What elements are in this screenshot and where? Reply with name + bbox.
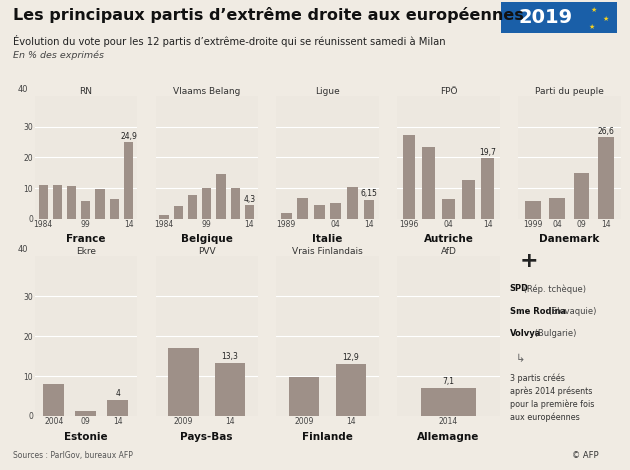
Bar (216, 174, 226, 219)
Text: 12,9: 12,9 (343, 353, 359, 362)
Bar (421, 388, 476, 416)
Bar (364, 200, 374, 219)
Bar (462, 180, 474, 219)
Bar (245, 205, 254, 219)
Bar (281, 213, 292, 219)
Text: Sme Rodina: Sme Rodina (510, 307, 566, 316)
X-axis label: Autriche: Autriche (423, 235, 473, 244)
Bar (110, 199, 119, 219)
Text: En % des exprimés: En % des exprimés (13, 51, 103, 60)
Bar (347, 188, 358, 219)
Bar (43, 384, 64, 416)
X-axis label: Danemark: Danemark (539, 235, 600, 244)
Text: Sources : ParlGov, bureaux AFP: Sources : ParlGov, bureaux AFP (13, 451, 132, 460)
Bar (549, 198, 565, 219)
Bar (67, 187, 76, 219)
Bar (96, 188, 105, 219)
Bar (215, 363, 245, 416)
X-axis label: Finlande: Finlande (302, 432, 353, 442)
Text: ★: ★ (603, 16, 609, 22)
Text: (Slovaquie): (Slovaquie) (546, 307, 597, 316)
Bar (314, 205, 324, 219)
Text: FPÖ: FPÖ (440, 87, 457, 96)
Text: SPD: SPD (510, 284, 529, 293)
Text: AfD: AfD (440, 247, 456, 256)
Text: 19,7: 19,7 (479, 148, 496, 157)
Text: ★: ★ (591, 7, 597, 13)
Text: (Rép. tchèque): (Rép. tchèque) (520, 284, 586, 294)
Text: Volvya: Volvya (510, 329, 541, 338)
Text: 7,1: 7,1 (442, 376, 454, 385)
Bar (525, 201, 541, 219)
Text: Les principaux partis d’extrême droite aux européennes: Les principaux partis d’extrême droite a… (13, 7, 524, 23)
X-axis label: Allemagne: Allemagne (417, 432, 479, 442)
Bar (53, 185, 62, 219)
Text: Évolution du vote pour les 12 partis d’extrême-droite qui se réunissent samedi à: Évolution du vote pour les 12 partis d’e… (13, 35, 445, 47)
Text: 4,3: 4,3 (243, 195, 256, 204)
Bar (331, 203, 341, 219)
Text: PVV: PVV (198, 247, 215, 256)
Text: 4: 4 (115, 389, 120, 398)
Text: ★: ★ (588, 24, 595, 30)
Text: 2019: 2019 (518, 8, 572, 27)
Text: 24,9: 24,9 (120, 132, 137, 141)
Text: Ekre: Ekre (76, 247, 96, 256)
Text: © AFP: © AFP (572, 451, 598, 460)
Text: 13,3: 13,3 (222, 352, 238, 361)
Text: Vrais Finlandais: Vrais Finlandais (292, 247, 363, 256)
Bar (297, 198, 308, 219)
Bar (231, 188, 240, 219)
Bar (81, 201, 91, 219)
Text: 6,15: 6,15 (360, 189, 377, 198)
X-axis label: Italie: Italie (312, 235, 343, 244)
Text: 40: 40 (18, 85, 28, 94)
Text: Vlaams Belang: Vlaams Belang (173, 87, 241, 96)
Bar (598, 137, 614, 219)
X-axis label: Pays-Bas: Pays-Bas (180, 432, 233, 442)
Bar (422, 147, 435, 219)
Bar (188, 195, 197, 219)
Text: ↳: ↳ (516, 354, 525, 364)
Text: RN: RN (79, 87, 93, 96)
Bar (289, 377, 319, 416)
Text: 3 partis créés
après 2014 présents
pour la première fois
aux européennes: 3 partis créés après 2014 présents pour … (510, 373, 594, 423)
Bar (174, 206, 183, 219)
Bar (38, 185, 48, 219)
Text: Parti du peuple: Parti du peuple (535, 87, 604, 96)
X-axis label: France: France (66, 235, 106, 244)
Bar (442, 199, 455, 219)
Text: Ligue: Ligue (315, 87, 340, 96)
Bar (481, 158, 495, 219)
Bar (168, 348, 198, 416)
X-axis label: Estonie: Estonie (64, 432, 108, 442)
Bar (159, 215, 169, 219)
Bar (202, 188, 211, 219)
Bar (573, 173, 590, 219)
Bar (336, 364, 366, 416)
Text: +: + (519, 251, 538, 272)
Bar (108, 400, 129, 416)
Bar (403, 134, 415, 219)
Text: 26,6: 26,6 (597, 127, 614, 136)
Text: 40: 40 (18, 245, 28, 254)
X-axis label: Belgique: Belgique (181, 235, 232, 244)
Bar (76, 411, 96, 416)
Bar (124, 142, 133, 219)
Text: (Bulgarie): (Bulgarie) (532, 329, 576, 338)
